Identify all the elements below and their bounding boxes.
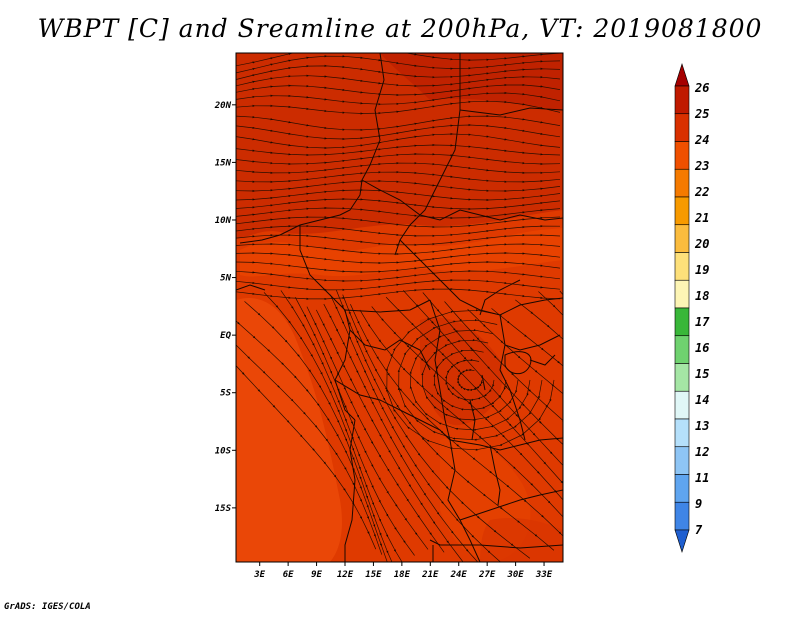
lat-tick-label: 20N (214, 101, 232, 111)
colorbar-segment (674, 85, 690, 115)
colorbar-label: 13 (695, 419, 709, 433)
colorbar-label: 25 (694, 107, 709, 121)
streamline (236, 279, 561, 291)
streamline (236, 269, 561, 283)
colorbar-segment (674, 446, 690, 475)
lon-tick-label: 33E (535, 570, 553, 580)
lat-tick-label: 15S (215, 504, 232, 514)
colorbar-label: 7 (695, 523, 703, 537)
streamline (236, 206, 561, 220)
colorbar-label: 16 (695, 341, 709, 355)
lon-tick-label: 3E (253, 570, 265, 580)
lon-tick-label: 30E (506, 570, 524, 580)
lon-tick-label: 18E (394, 570, 411, 580)
colorbar-segment (674, 141, 690, 170)
latitude-axis: 20N 15N 10N 5N EQ 5S 10S 15S (214, 101, 236, 514)
colorbar-label: 14 (695, 393, 709, 407)
lon-tick-label: 15E (365, 570, 382, 580)
colorbar-segment (674, 252, 690, 281)
country-borders (236, 53, 563, 562)
colorbar-segment (674, 196, 690, 226)
lat-tick-label: 10N (215, 216, 232, 226)
colorbar-label: 24 (694, 133, 709, 147)
streamlines (236, 53, 563, 562)
colorbar-segment (674, 168, 690, 198)
lon-tick-label: 21E (421, 570, 439, 580)
colorbar-segment (674, 501, 690, 531)
colorbar-segment (674, 113, 690, 142)
streamline (236, 287, 561, 301)
plot-frame (235, 52, 564, 563)
colorbar-label: 9 (695, 497, 702, 511)
colorbar-segment (674, 474, 690, 503)
streamline (236, 64, 561, 80)
colorbar-segment (674, 363, 690, 392)
colorbar-label: 11 (695, 471, 709, 485)
lon-tick-label: 12E (337, 570, 354, 580)
lat-tick-label: 10S (215, 446, 232, 456)
colorbar-segment (674, 390, 690, 420)
lon-tick-label: 9E (311, 570, 322, 580)
colorbar-segment (674, 335, 690, 364)
colorbar-label: 26 (694, 81, 709, 95)
colorbar-label: 12 (695, 445, 709, 459)
lat-tick-label: 5N (220, 274, 231, 284)
colorbar-label: 18 (695, 289, 709, 303)
colorbar-label: 22 (694, 185, 709, 199)
colorbar-label: 21 (694, 211, 709, 225)
colorbar-bottom-arrow (674, 529, 690, 553)
chart-title: WBPT [C] and Sreamline at 200hPa, VT: 20… (37, 14, 763, 43)
colorbar-label: 15 (695, 367, 709, 381)
streamline (236, 100, 561, 115)
lat-tick-label: EQ (220, 331, 231, 341)
colorbar-segment (674, 279, 690, 309)
colorbar-segment (674, 224, 690, 253)
lakes (469, 351, 532, 506)
colorbar-label: 20 (694, 237, 709, 251)
colorbar-label: 23 (694, 159, 709, 173)
longitude-axis: 3E 6E 9E 12E 15E 18E 21E 24E 27E 30E 33E (253, 562, 553, 580)
colorbar-label: 17 (695, 315, 710, 329)
lon-tick-label: 24E (450, 570, 468, 580)
streamline (236, 216, 561, 229)
lat-tick-label: 15N (215, 158, 232, 168)
colorbar-label: 19 (695, 263, 709, 277)
colorbar-top-arrow (674, 63, 690, 87)
lon-tick-label: 6E (283, 570, 294, 580)
streamline (385, 309, 555, 451)
colorbar: 26 25 24 23 22 21 20 19 18 17 16 15 14 13 12 11 9 7 (674, 63, 710, 553)
lon-tick-label: 27E (478, 570, 496, 580)
colorbar-segment (674, 418, 690, 448)
lat-tick-label: 5S (220, 389, 231, 399)
colorbar-segment (674, 307, 690, 337)
footer-credit: GrADS: IGES/COLA (4, 602, 91, 612)
